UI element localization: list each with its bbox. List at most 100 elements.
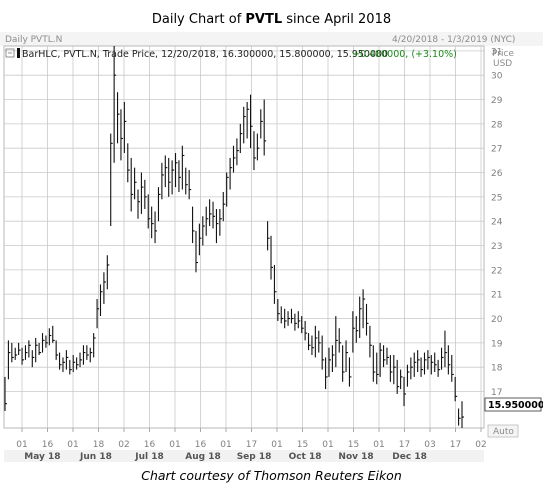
hlc-bar — [222, 191, 226, 222]
hlc-bar — [451, 355, 454, 382]
hlc-bar — [226, 172, 229, 207]
hlc-bar — [192, 206, 195, 244]
hlc-bar — [410, 357, 413, 380]
hlc-bar — [454, 376, 458, 402]
hlc-bar — [137, 189, 141, 219]
hlc-bar — [328, 347, 331, 377]
hlc-bar — [359, 296, 362, 338]
hlc-bar — [383, 345, 386, 368]
price-header: Price — [492, 49, 514, 59]
hlc-bar — [342, 345, 345, 382]
legend-collapse-icon[interactable] — [5, 48, 15, 58]
hlc-bar — [229, 157, 233, 190]
hlc-bar — [123, 101, 127, 154]
hlc-bar — [420, 357, 424, 377]
hlc-bar — [11, 342, 14, 363]
auto-scale-button[interactable] — [487, 424, 519, 438]
hlc-bar — [185, 167, 188, 195]
x-tick-label: 01 — [67, 440, 78, 450]
hlc-bar — [307, 333, 311, 351]
legend-swatch-icon — [17, 48, 20, 58]
hlc-bar — [103, 272, 106, 304]
hlc-bar — [321, 335, 325, 370]
hlc-bar — [417, 350, 420, 373]
month-label: Jun 18 — [79, 452, 112, 462]
hlc-bar — [403, 376, 407, 407]
hlc-bar — [369, 325, 372, 358]
hlc-bar — [444, 330, 447, 368]
x-tick-label: 15 — [348, 440, 359, 450]
hlc-bar — [18, 342, 21, 356]
hlc-bar — [113, 46, 117, 163]
hlc-bar — [362, 289, 366, 329]
hlc-bar — [396, 359, 400, 394]
panel-name: Daily PVTL.N — [5, 35, 62, 45]
hlc-bar — [62, 357, 65, 373]
hlc-bar — [55, 340, 59, 360]
hlc-bar — [400, 369, 403, 390]
chart-title-prefix: Daily Chart of — [151, 12, 246, 27]
x-tick-label: 17 — [399, 440, 410, 450]
month-label: Aug 18 — [185, 452, 220, 462]
hlc-bar — [171, 160, 175, 195]
hlc-bar — [69, 359, 72, 375]
y-tick-label: 30 — [491, 72, 503, 82]
hlc-bar — [174, 153, 178, 188]
y-tick-label: 21 — [491, 291, 502, 301]
hlc-bar — [294, 313, 297, 331]
hlc-bar — [348, 357, 352, 387]
hlc-bar — [195, 230, 198, 273]
hlc-bar — [386, 347, 389, 365]
hlc-bar — [430, 355, 434, 375]
hlc-bar — [38, 342, 42, 356]
hlc-bar — [110, 133, 113, 227]
hlc-bar — [355, 316, 359, 343]
hlc-bar — [318, 330, 321, 353]
hlc-bar — [144, 179, 147, 210]
month-label: Sep 18 — [237, 452, 272, 462]
y-tick-label: 23 — [491, 242, 502, 252]
hlc-bar — [215, 209, 219, 244]
y-tick-label: 19 — [491, 339, 503, 349]
x-tick-label: 16 — [42, 440, 54, 450]
hlc-bar — [389, 355, 393, 382]
hlc-bar — [202, 216, 205, 246]
hlc-bar — [72, 355, 76, 373]
hlc-bar — [250, 94, 253, 149]
x-axis: 01 16 01 18 02 16 01 16 01 17 01 15 01 15 01 17 03 17 02 — [16, 428, 487, 450]
month-label: Oct 18 — [289, 452, 322, 462]
hlc-bar — [161, 162, 164, 200]
hlc-bar — [260, 109, 263, 139]
hlc-bar — [338, 328, 342, 353]
hlc-bar — [365, 303, 369, 336]
hlc-bar — [352, 311, 355, 353]
hlc-bar — [157, 187, 161, 222]
hlc-bar — [287, 311, 291, 326]
hlc-bar — [277, 299, 280, 321]
chart-title-suffix: since April 2018 — [282, 12, 392, 27]
hlc-bar — [130, 157, 134, 212]
y-tick-label: 20 — [491, 315, 503, 325]
hlc-bar — [134, 167, 137, 200]
hlc-bar — [212, 201, 216, 229]
hlc-bar — [232, 145, 236, 173]
x-tick-label: 02 — [118, 440, 129, 450]
hlc-bar — [376, 352, 379, 385]
hlc-bar — [314, 325, 318, 358]
x-tick-label: 15 — [297, 440, 308, 450]
hlc-bar — [116, 92, 120, 144]
hlc-bar — [140, 172, 144, 214]
month-label: Dec 18 — [392, 452, 427, 462]
hlc-bar — [31, 350, 35, 368]
hlc-bar — [93, 333, 96, 358]
hlc-bar — [284, 308, 287, 329]
price-unit: USD — [493, 59, 512, 69]
hlc-bar — [273, 264, 277, 304]
x-tick-label: 17 — [246, 440, 257, 450]
hlc-bar — [198, 223, 202, 256]
hlc-bar — [48, 328, 52, 346]
hlc-bar — [253, 131, 256, 171]
hlc-bar — [297, 311, 301, 329]
hlc-bar — [256, 133, 260, 161]
